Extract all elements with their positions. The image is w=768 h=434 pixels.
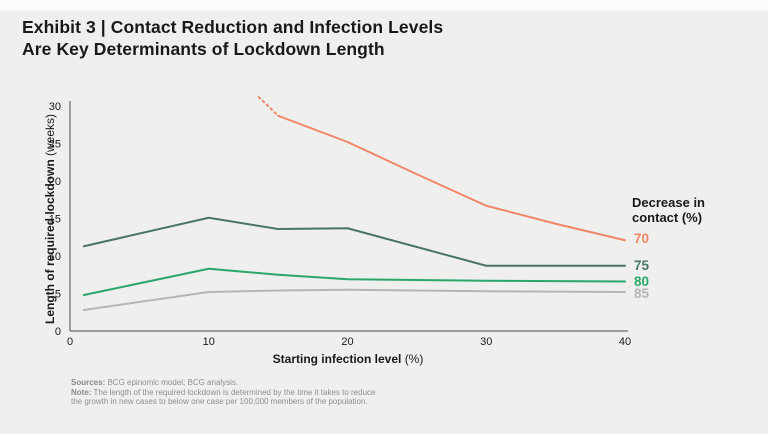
y-axis-label-text: Length of required lockdown [43,159,57,325]
legend-title: Decrease in contact (%) [632,195,705,225]
legend-title-line2: contact (%) [632,210,703,225]
note-line2: the growth in new cases to below one cas… [71,397,368,406]
exhibit-title: Exhibit 3 | Contact Reduction and Infect… [22,16,443,60]
note-label: Note: [71,387,92,397]
top-strip [0,0,768,11]
series-75-line [82,216,626,267]
x-tick-label: 30 [480,336,492,348]
y-tick-label: 30 [49,101,61,113]
x-axis-label: Starting infection level (%) [168,352,528,366]
x-axis-label-unit: (%) [404,352,424,366]
y-axis-label-unit: (weeks) [43,113,57,156]
y-tick-label: 10 [49,251,61,263]
y-tick-label: 25 [49,139,61,151]
series-70-line [277,114,626,242]
x-tick-label: 40 [619,336,631,348]
legend-item: 85 [634,286,650,301]
y-tick-label: 20 [49,176,61,188]
exhibit-title-line2: Are Key Determinants of Lockdown Length [22,39,385,59]
series-85-line [82,288,626,311]
y-tick-label: 5 [55,289,61,301]
series-80-line [82,267,626,296]
legend-title-line1: Decrease in [632,195,705,210]
x-tick-label: 20 [341,336,353,348]
y-axis-label: Length of required lockdown (weeks) [43,94,57,344]
legend-item: 70 [634,231,650,246]
exhibit-title-line1: Exhibit 3 | Contact Reduction and Infect… [22,17,444,37]
y-tick-label: 15 [49,214,61,226]
x-tick-label: 10 [203,336,215,348]
sources-line: Sources: BCG epinomic model; BCG analysi… [71,378,239,387]
footer-notes: Sources: BCG epinomic model; BCG analysi… [71,378,375,407]
x-tick-label: 0 [67,336,73,348]
legend-item: 75 [634,258,650,273]
x-axis-label-text: Starting infection level [272,352,402,366]
series-70-dotted-line [257,96,280,117]
note-line1: Note: The length of the required lockdow… [71,387,376,397]
legend-item: 80 [634,274,650,289]
sources-label: Sources: [71,378,106,387]
y-tick-label: 0 [55,326,61,338]
